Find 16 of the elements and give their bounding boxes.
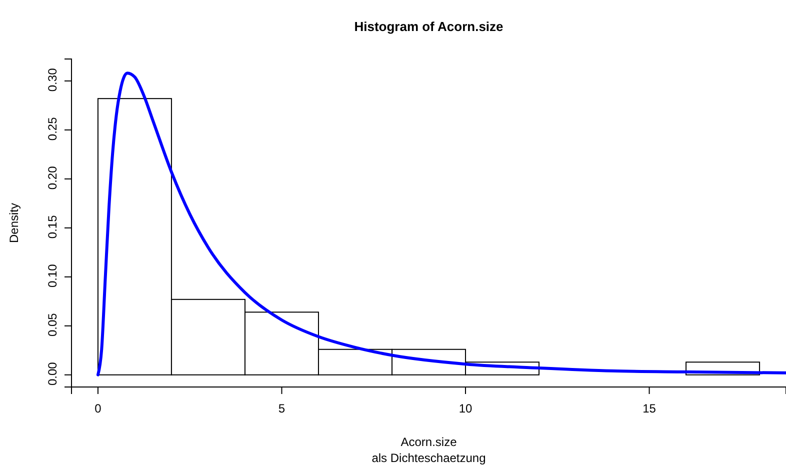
y-tick-label: 0.25 [46,116,60,141]
x-tick-label: 10 [458,402,472,416]
y-tick-label: 0.05 [46,312,60,337]
line-series [96,72,786,376]
y-tick-label: 0.15 [46,214,60,239]
y-tick-label: 0.00 [46,362,60,386]
text: als Dichteschaetzung [372,451,486,465]
x-tick-label: 5 [278,402,286,416]
x-axis-title: Acorn.size [400,435,458,449]
chart-title: Histogram of Acorn.size [354,19,504,34]
x-tick-label: 0 [94,402,102,416]
x-tick-label: 15 [642,402,656,416]
y-tick-label: 0.10 [46,264,60,288]
y-tick-label: 0.30 [46,68,60,92]
y-axis-title: Density [7,202,21,244]
y-tick-label: 0.20 [46,166,60,190]
